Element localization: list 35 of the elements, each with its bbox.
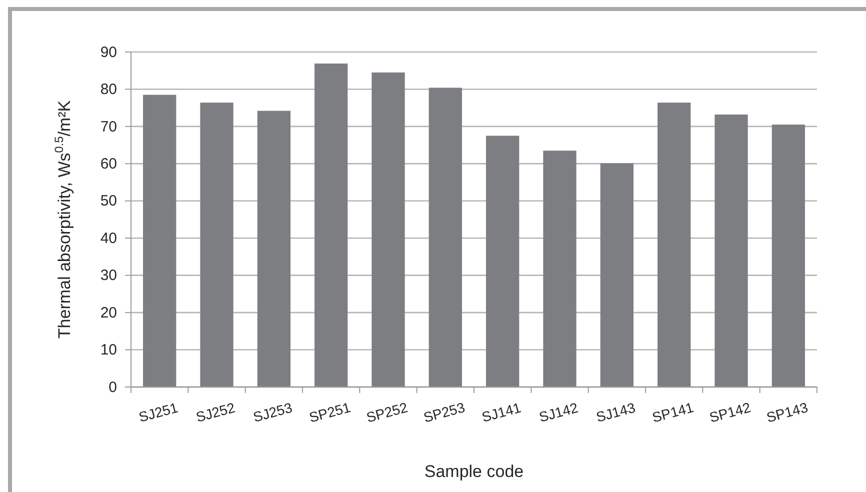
y-tick-label: 90 [100,44,117,61]
bar [658,102,691,387]
bar [714,114,748,387]
y-tick-label: 40 [100,230,117,247]
bar [772,124,805,387]
bar [428,88,462,387]
bar [200,102,234,387]
bar [257,110,290,387]
bar [372,72,405,387]
x-axis-title: Sample code [424,462,524,481]
y-tick-label: 20 [100,304,117,322]
y-tick-label: 10 [100,342,117,359]
bar [314,64,348,387]
x-tick-label: SJ142 [537,399,580,426]
x-tick-label: SJ143 [594,399,638,426]
x-tick-label: SJ253 [251,399,294,426]
x-tick-label: SP142 [708,398,753,426]
x-tick-label: SP141 [650,398,696,426]
x-tick-label: SJ141 [480,399,523,426]
x-tick-label: SP252 [364,398,410,426]
bar [543,150,576,387]
y-tick-label: 80 [100,81,117,98]
bar [486,136,520,387]
x-tick-label: SJ252 [194,399,237,426]
x-tick-label: SP251 [307,398,352,426]
x-tick-label: SJ251 [137,399,180,426]
y-tick-label: 50 [100,192,117,210]
bar [143,94,176,387]
x-tick-label: SP143 [764,398,810,426]
y-tick-label: 30 [100,267,117,284]
x-tick-label: SP253 [422,398,467,426]
y-tick-label: 70 [100,118,117,136]
y-tick-label: 0 [108,378,117,396]
y-tick-label: 60 [100,155,117,172]
bar [600,163,634,387]
